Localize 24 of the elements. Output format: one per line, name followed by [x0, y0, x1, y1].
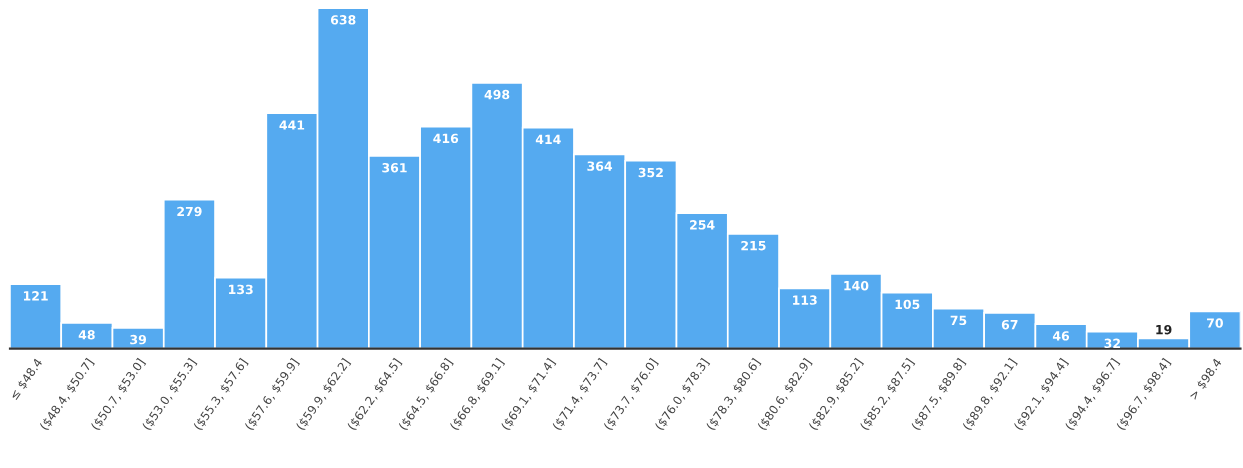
data-label: 279	[177, 206, 202, 217]
data-label: 638	[330, 15, 356, 25]
data-label: 441	[279, 120, 305, 130]
data-label: 215	[741, 240, 766, 251]
data-label: 113	[793, 295, 817, 305]
data-label: 48	[78, 330, 95, 340]
data-label: 254	[690, 220, 715, 230]
data-label: 352	[638, 167, 663, 178]
data-label: 46	[1052, 331, 1070, 341]
data-label: 364	[587, 161, 613, 171]
data-label: 498	[484, 89, 510, 100]
data-label: 361	[382, 162, 407, 173]
data-label: 140	[844, 280, 869, 291]
data-label: 19	[1156, 324, 1172, 335]
data-label: 67	[1001, 319, 1018, 330]
data-label: 70	[1207, 318, 1223, 328]
data-label: 32	[1104, 338, 1120, 349]
data-label: 133	[229, 284, 253, 295]
data-label: 39	[130, 334, 147, 345]
data-label: 105	[895, 299, 920, 310]
data-label: 414	[535, 134, 561, 144]
data-label: 121	[23, 291, 48, 301]
data-label: 416	[433, 133, 459, 144]
data-label: 75	[950, 315, 967, 326]
